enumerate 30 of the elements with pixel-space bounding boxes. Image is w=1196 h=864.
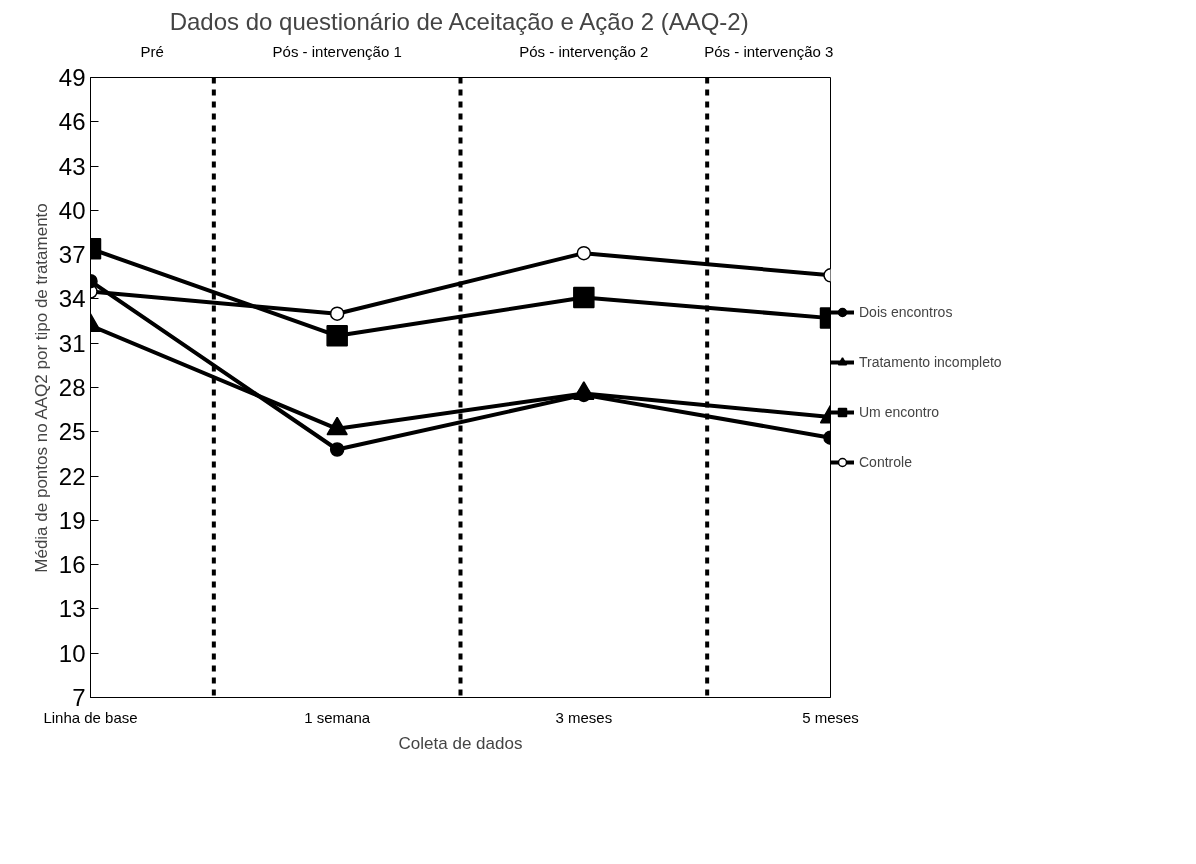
y-tick-label: 10	[58, 639, 86, 667]
y-tick-label: 22	[58, 462, 86, 490]
chart-title: Dados do questionário de Aceitação e Ação 2 (AAQ-2)	[169, 7, 749, 35]
y-tick-label: 43	[58, 152, 86, 180]
x-tick-label: 5 meses	[802, 708, 859, 726]
y-tick-label: 40	[58, 196, 86, 224]
x-tick-label: 3 meses	[555, 708, 613, 726]
legend-label: Dois encontros	[859, 304, 953, 320]
legend-label: Um encontro	[859, 404, 940, 420]
y-tick-label: 28	[58, 374, 86, 401]
text: Pós - intervenção 1	[272, 42, 402, 60]
y-tick-label: 49	[58, 64, 86, 91]
y-tick-label: 37	[58, 241, 86, 269]
x-tick-label: 1 semana	[304, 708, 371, 726]
y-tick-label: 34	[58, 285, 86, 313]
y-tick-label: 25	[58, 418, 86, 446]
text: Pós - intervenção 2	[519, 42, 649, 60]
x-tick-label: Linha de base	[43, 708, 138, 726]
text: Pré	[140, 42, 164, 60]
y-tick-label: 46	[58, 108, 86, 136]
text: Pós - intervenção 3	[704, 42, 834, 60]
y-tick-label: 31	[58, 329, 86, 357]
y-tick-label: 16	[58, 551, 86, 579]
x-axis-title: Coleta de dados	[398, 733, 523, 753]
y-tick-label: 7	[72, 684, 86, 711]
y-axis-title: Média de pontos no AAQ2 por tipo de tratamento	[31, 203, 51, 573]
y-tick-label: 13	[58, 595, 86, 623]
y-tick-label: 19	[58, 506, 86, 534]
legend-label: Controle	[859, 454, 912, 470]
legend-label: Tratamento incompleto	[859, 354, 1002, 370]
